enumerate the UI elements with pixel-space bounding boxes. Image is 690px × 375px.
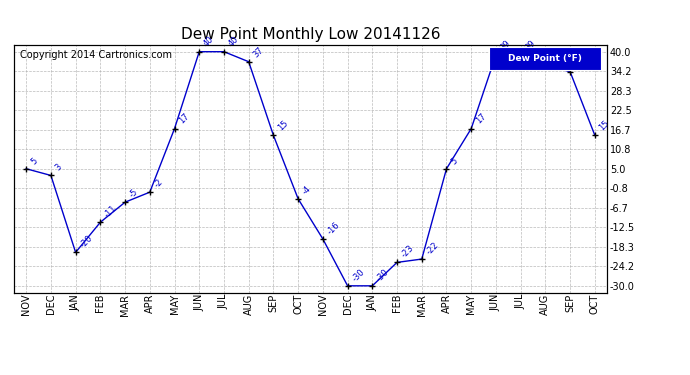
Text: 40: 40 <box>202 35 216 49</box>
Text: Copyright 2014 Cartronics.com: Copyright 2014 Cartronics.com <box>20 50 172 60</box>
Text: 36: 36 <box>548 48 562 62</box>
Text: -11: -11 <box>103 204 119 219</box>
Text: 5: 5 <box>449 156 460 166</box>
Text: -20: -20 <box>79 234 95 250</box>
Text: 37: 37 <box>251 45 266 59</box>
Text: -23: -23 <box>400 244 416 260</box>
Text: -30: -30 <box>351 267 366 283</box>
Text: 15: 15 <box>276 119 290 132</box>
Text: 17: 17 <box>177 112 191 126</box>
Title: Dew Point Monthly Low 20141126: Dew Point Monthly Low 20141126 <box>181 27 440 42</box>
Text: 5: 5 <box>29 156 39 166</box>
Text: -16: -16 <box>326 220 342 236</box>
Text: 40: 40 <box>227 35 241 49</box>
Text: -22: -22 <box>424 240 440 256</box>
Text: -30: -30 <box>375 267 391 283</box>
Text: 39: 39 <box>499 38 513 52</box>
Text: -4: -4 <box>301 184 313 196</box>
Text: -2: -2 <box>152 177 165 189</box>
Text: 34: 34 <box>573 55 586 69</box>
Text: 17: 17 <box>474 112 488 126</box>
Text: 3: 3 <box>54 162 64 172</box>
Text: 39: 39 <box>524 38 538 52</box>
Text: 15: 15 <box>598 119 611 132</box>
Text: -5: -5 <box>128 187 140 200</box>
